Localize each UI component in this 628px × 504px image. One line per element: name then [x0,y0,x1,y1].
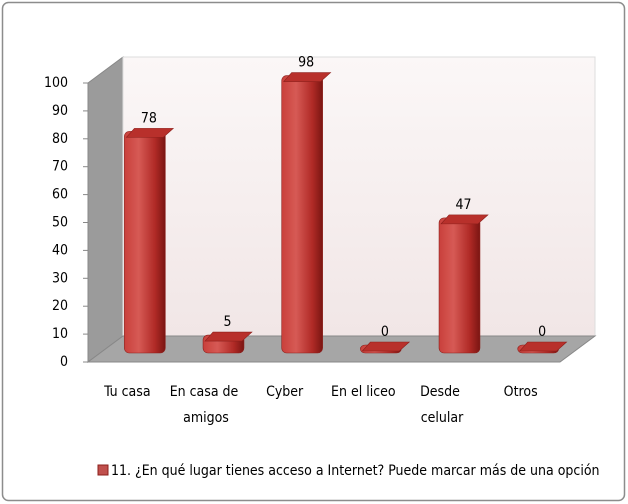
y-tick-label: 60 [52,187,68,203]
y-tick-label: 20 [52,298,68,314]
y-tick-label: 100 [44,75,68,91]
y-tick-label: 80 [52,131,68,147]
bar [281,75,323,354]
data-label: 5 [223,314,231,330]
data-label: 0 [538,324,546,340]
x-tick-label: En el liceo [331,384,396,400]
bar-top [440,214,489,225]
y-tick-label: 90 [52,103,68,119]
bar-top [361,341,411,352]
bar-top [125,128,175,138]
x-tick-label: Cyber [266,384,304,400]
bar-top [204,331,253,342]
legend-swatch [97,464,109,476]
side-wall [87,56,124,363]
y-tick-label: 40 [52,242,68,258]
y-tick-label: 10 [52,326,68,342]
x-tick-line: En casa de [170,384,243,400]
x-tick-line: Desde [420,384,464,400]
bar-top [519,341,568,352]
x-tick-label: Otros [504,384,538,400]
data-label: 0 [381,324,389,340]
back-wall [122,56,596,337]
y-tick-label: 30 [52,270,68,286]
bar [124,131,166,354]
x-tick-line: amigos [183,410,229,426]
y-tick-label: 50 [52,215,68,231]
x-tick-line: celular [421,410,464,426]
bar-top [283,72,332,82]
y-tick-label: 0 [60,354,68,370]
legend-label: 11. ¿En qué lugar tienes acceso a Intern… [111,463,600,479]
data-label: 78 [141,110,157,126]
x-tick-label: En casa de amigos [170,384,243,426]
x-tick-label: Tu casa [103,384,150,400]
bar [438,217,481,354]
data-label: 98 [298,55,314,71]
y-tick-label: 70 [52,159,68,175]
data-label: 47 [455,197,471,213]
x-tick-label: Desde celular [420,384,464,426]
